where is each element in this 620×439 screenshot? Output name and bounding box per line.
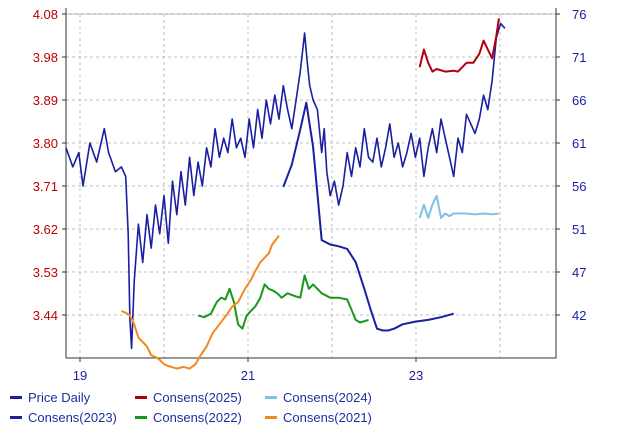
legend-item-consens-2022[interactable]: Consens(2022) (135, 410, 242, 425)
y-left-tick-label: 3.53 (33, 265, 58, 280)
series-line-consens-2025 (418, 18, 500, 73)
y-right-tick-label: 66 (572, 93, 586, 108)
series-line-consens-2023 (282, 101, 454, 332)
y-left-tick-label: 3.71 (33, 179, 58, 194)
series-line-price-daily (65, 22, 506, 350)
legend-item-price-daily[interactable]: Price Daily (10, 390, 90, 405)
legend-label-consens-2024: Consens(2024) (283, 390, 372, 405)
x-tick-label: 21 (241, 368, 255, 383)
y-right-tick-label: 42 (572, 308, 586, 323)
legend-swatch-consens-2022 (135, 416, 147, 420)
legend-item-consens-2023[interactable]: Consens(2023) (10, 410, 117, 425)
y-right-tick-label: 61 (572, 136, 586, 151)
series-line-consens-2021 (121, 234, 280, 370)
legend-item-consens-2025[interactable]: Consens(2025) (135, 390, 242, 405)
y-right-tick-label: 56 (572, 179, 586, 194)
legend-label-price-daily: Price Daily (28, 390, 91, 405)
y-left-tick-label: 3.62 (33, 222, 58, 237)
y-left-tick-label: 3.98 (33, 50, 58, 65)
y-left-tick-label: 3.80 (33, 136, 58, 151)
legend-label-consens-2022: Consens(2022) (153, 410, 242, 425)
series-line-consens-2022 (197, 274, 369, 330)
legend-swatch-consens-2023 (10, 416, 22, 420)
x-tick-label: 23 (409, 368, 423, 383)
legend-item-consens-2021[interactable]: Consens(2021) (265, 410, 372, 425)
chart-plot: 4.08 3.98 3.89 3.80 3.71 3.62 3.53 3.44 76 71 66 61… (33, 7, 587, 383)
legend-label-consens-2023: Consens(2023) (28, 410, 117, 425)
legend-swatch-consens-2025 (135, 396, 147, 400)
legend-item-consens-2024[interactable]: Consens(2024) (265, 390, 372, 405)
legend-swatch-consens-2024 (265, 396, 277, 400)
y-right-tick-label: 71 (572, 50, 586, 65)
y-left-tick-label: 3.44 (33, 308, 58, 323)
y-right-tick-label: 51 (572, 222, 586, 237)
y-left-tick-label: 4.08 (33, 7, 58, 22)
x-tick-label: 19 (73, 368, 87, 383)
series-line-consens-2024 (418, 194, 500, 219)
legend-label-consens-2021: Consens(2021) (283, 410, 372, 425)
legend-swatch-price-daily (10, 396, 22, 400)
y-right-tick-label: 76 (572, 7, 586, 22)
legend-swatch-consens-2021 (265, 416, 277, 420)
legend-label-consens-2025: Consens(2025) (153, 390, 242, 405)
chart-legend: Price Daily Consens(2025) Consens(2024) … (10, 390, 610, 436)
y-left-tick-label: 3.89 (33, 93, 58, 108)
y-right-tick-label: 47 (572, 265, 586, 280)
